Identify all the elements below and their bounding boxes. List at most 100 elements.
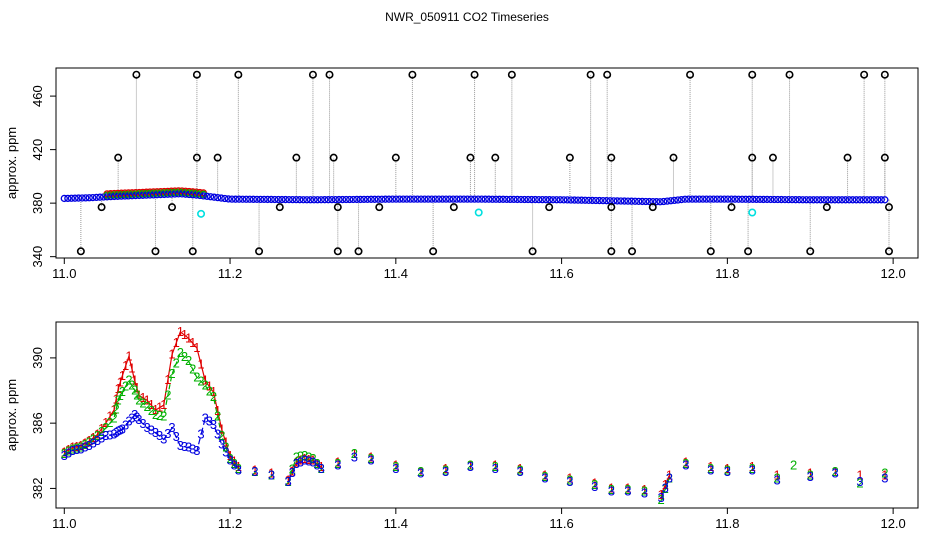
series-1-marker: 1 bbox=[102, 415, 109, 430]
calibration-point bbox=[768, 153, 777, 162]
series-3-marker: 3 bbox=[152, 425, 159, 440]
baseline-point-3 bbox=[845, 196, 853, 204]
series-3-marker: 3 bbox=[318, 461, 325, 476]
baseline-point-3 bbox=[742, 195, 750, 203]
baseline-point-3 bbox=[224, 195, 233, 203]
series-1-marker: 1 bbox=[442, 461, 449, 476]
baseline-point-3 bbox=[378, 195, 386, 203]
series-2-marker: 2 bbox=[641, 484, 648, 499]
series-1-marker: 1 bbox=[73, 439, 80, 454]
series-1-marker: 1 bbox=[218, 422, 225, 437]
series-2-marker: 2 bbox=[566, 472, 573, 487]
calibration-point bbox=[192, 153, 201, 162]
calibration-point bbox=[565, 153, 574, 162]
calibration-point bbox=[333, 203, 342, 212]
calibration-point bbox=[607, 247, 616, 256]
series-3-marker: 3 bbox=[193, 443, 200, 458]
series-1-marker: 1 bbox=[112, 392, 119, 407]
series-2-marker: 2 bbox=[193, 369, 200, 384]
series-1-marker: 1 bbox=[541, 467, 548, 482]
baseline-point-3 bbox=[602, 197, 611, 205]
baseline-point-3 bbox=[217, 194, 225, 202]
baseline-point-3 bbox=[792, 196, 800, 204]
baseline-point-3 bbox=[759, 195, 768, 204]
series-3-marker: 3 bbox=[65, 445, 72, 460]
series-3-marker: 3 bbox=[608, 484, 615, 499]
series-2-marker: 2 bbox=[185, 353, 192, 368]
series-1-marker: 1 bbox=[110, 402, 117, 417]
series-3-marker: 3 bbox=[467, 459, 474, 474]
baseline-point-3 bbox=[699, 195, 707, 203]
series-2-marker: 2 bbox=[115, 392, 122, 407]
baseline-point-3 bbox=[702, 195, 711, 203]
top-x-tick-label: 11.4 bbox=[384, 266, 408, 281]
series-2-marker: 2 bbox=[367, 451, 374, 466]
baseline-point-3 bbox=[877, 196, 885, 204]
baseline-point-3 bbox=[635, 197, 643, 206]
baseline-point-3 bbox=[663, 197, 671, 205]
series-2-marker: 2 bbox=[86, 435, 93, 450]
series-1-marker: 1 bbox=[117, 374, 124, 389]
series-1-marker: 1 bbox=[61, 445, 68, 460]
calibration-point bbox=[375, 203, 384, 212]
series-1-marker: 1 bbox=[222, 435, 229, 450]
series-2-marker: 2 bbox=[297, 449, 304, 464]
series-3-marker: 3 bbox=[807, 469, 814, 484]
series-2-marker: 2 bbox=[210, 389, 217, 404]
baseline-point-3 bbox=[816, 196, 825, 204]
baseline-point-3 bbox=[231, 195, 240, 203]
series-2-marker: 2 bbox=[831, 464, 838, 479]
series-3-marker: 3 bbox=[297, 454, 304, 469]
series-3-marker: 3 bbox=[226, 453, 233, 468]
baseline-point-3 bbox=[392, 195, 400, 203]
series-1-marker: 1 bbox=[305, 452, 312, 467]
baseline-point-3 bbox=[467, 195, 475, 203]
series-1-marker: 1 bbox=[666, 467, 673, 482]
series-1-marker: 1 bbox=[69, 440, 76, 455]
baseline-point-3 bbox=[520, 195, 529, 204]
series-1-marker: 1 bbox=[152, 402, 159, 417]
baseline-point-3 bbox=[613, 197, 621, 205]
baseline-point-3 bbox=[74, 194, 83, 202]
axes-bottom: 11.0 11.2 11.4 11.6 11.8 12.0 382 386 390 bbox=[30, 347, 906, 531]
series-3-marker: 3 bbox=[128, 410, 135, 425]
baseline-point-3 bbox=[588, 196, 596, 205]
baseline-point-3 bbox=[752, 195, 761, 204]
baseline-point-3 bbox=[214, 193, 222, 202]
series-1-marker: 1 bbox=[181, 327, 188, 342]
baseline-point-3 bbox=[738, 195, 746, 203]
series-3-marker: 3 bbox=[724, 464, 731, 479]
series-1-marker: 1 bbox=[881, 467, 888, 482]
plot-frame-top bbox=[55, 67, 919, 259]
series-1-marker: 1 bbox=[77, 438, 84, 453]
baseline-point-3 bbox=[806, 196, 814, 204]
series-3-marker: 3 bbox=[197, 427, 204, 442]
series-1-marker: 1 bbox=[197, 356, 204, 371]
bottom-y-tick-label: 382 bbox=[30, 478, 45, 500]
baseline-point-3 bbox=[617, 197, 625, 205]
series-3-marker: 3 bbox=[624, 484, 631, 499]
series-2-marker: 2 bbox=[122, 378, 129, 393]
baseline-point-3 bbox=[321, 196, 329, 204]
series-3-marker: 3 bbox=[168, 420, 175, 435]
series-2-marker: 2 bbox=[139, 396, 146, 411]
series-2-marker: 2 bbox=[251, 464, 258, 479]
series-1-marker: 1 bbox=[591, 476, 598, 491]
series-3-marker: 3 bbox=[293, 456, 300, 471]
series-2-marker: 2 bbox=[608, 482, 615, 497]
series-1-marker: 1 bbox=[367, 449, 374, 464]
baseline-point-3 bbox=[531, 195, 539, 204]
baseline-point-3 bbox=[567, 196, 575, 204]
series-markers: 1111111111111111111111111111111111111111… bbox=[61, 324, 889, 507]
calibration-point bbox=[132, 70, 141, 79]
baseline-point-3 bbox=[717, 195, 725, 203]
baseline-point-3 bbox=[242, 195, 250, 203]
series-2-marker: 2 bbox=[214, 409, 221, 424]
baseline-point-3 bbox=[756, 195, 764, 204]
series-2-marker: 2 bbox=[293, 449, 300, 464]
baseline-point-3 bbox=[552, 196, 561, 204]
series-3-marker: 3 bbox=[831, 466, 838, 481]
baseline-point-3 bbox=[563, 196, 571, 204]
bottom-y-tick-label: 386 bbox=[30, 412, 45, 434]
series-2-marker: 2 bbox=[226, 451, 233, 466]
